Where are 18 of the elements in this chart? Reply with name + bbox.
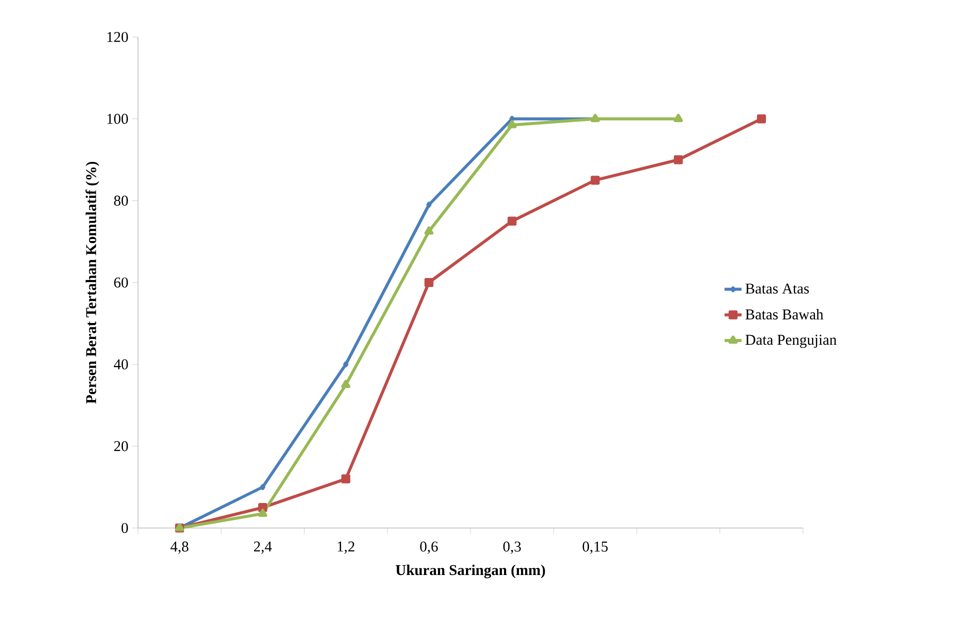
y-tick-label: 80 [114, 196, 128, 206]
y-tick-label: 60 [114, 277, 128, 288]
y-tick-label: 0 [122, 522, 128, 534]
x-axis-title: Ukuran Saringan (mm) [396, 564, 545, 578]
x-tick-label: 2,4 [254, 542, 272, 554]
y-tick-label: 100 [107, 114, 128, 124]
legend-label: Data Pengujian [746, 334, 837, 348]
x-tick-label: 0,6 [420, 542, 438, 554]
legend-label: Batas Bawah [746, 308, 824, 320]
x-tick-label: 1,2 [338, 542, 354, 554]
x-tick-label: 0,3 [503, 542, 521, 554]
legend-label: Batas Atas [746, 284, 809, 294]
x-tick-label: 0,15 [582, 542, 608, 554]
x-tick-label: 4,8 [170, 542, 188, 554]
y-axis-title: Persen Berat Tertahan Komulatif (%) [86, 162, 100, 404]
y-tick-label: 20 [114, 441, 128, 452]
y-tick-label: 40 [114, 359, 128, 370]
y-tick-label: 120 [107, 32, 128, 42]
